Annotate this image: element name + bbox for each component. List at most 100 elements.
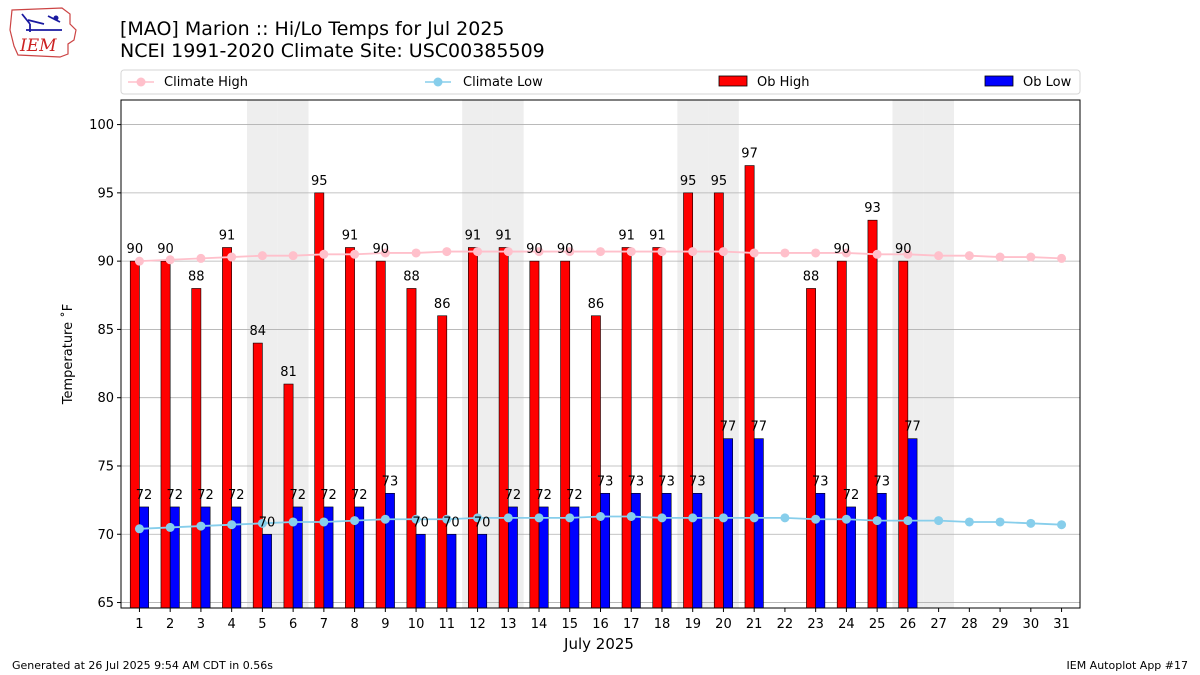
ob-low-value-15: 72 — [566, 488, 583, 503]
ob-low-value-18: 73 — [658, 474, 675, 489]
climate-low-point-27 — [934, 516, 944, 526]
logo-text: IEM — [19, 36, 57, 56]
climate-low-point-9 — [380, 514, 390, 524]
climate-low-point-5 — [257, 518, 267, 528]
ob-low-bar-11 — [446, 533, 457, 609]
climate-low-point-22 — [780, 513, 790, 523]
ob-low-bar-10 — [415, 533, 426, 609]
x-tick-label-4: 4 — [228, 617, 236, 632]
x-tick-label-16: 16 — [592, 617, 609, 632]
climate-low-point-28 — [964, 517, 974, 527]
climate-low-point-12 — [473, 513, 483, 523]
climate-low-point-30 — [1026, 518, 1036, 528]
climate-lines — [134, 247, 1067, 534]
climate-low-point-20 — [718, 513, 728, 523]
ob-low-bar-21 — [753, 438, 764, 609]
climate-high-point-14 — [534, 247, 544, 257]
ob-high-bar-10 — [406, 288, 417, 609]
x-tick-label-18: 18 — [654, 617, 671, 632]
climate-high-point-13 — [503, 247, 513, 257]
climate-low-point-26 — [903, 516, 913, 526]
legend-frame — [120, 69, 1081, 95]
weekend-band-27 — [923, 100, 954, 608]
ob-high-bar-17 — [621, 247, 632, 609]
x-tick-label-11: 11 — [439, 617, 456, 632]
climate-high-point-11 — [442, 247, 452, 257]
x-tick-label-31: 31 — [1053, 617, 1070, 632]
x-tick-label-17: 17 — [623, 617, 640, 632]
climate-high-point-30 — [1026, 252, 1036, 262]
x-tick-label-22: 22 — [777, 617, 794, 632]
ob-low-value-24: 72 — [843, 488, 860, 503]
ob-low-value-8: 72 — [351, 488, 368, 503]
chart-title: [MAO] Marion :: Hi/Lo Temps for Jul 2025 — [120, 18, 505, 40]
x-tick-label-24: 24 — [838, 617, 855, 632]
climate-high-point-26 — [903, 249, 913, 259]
ob-low-value-16: 73 — [597, 474, 614, 489]
legend-ob-high-label: Ob High — [757, 75, 810, 90]
y-tick-label-65: 65 — [97, 596, 114, 611]
climate-low-point-6 — [288, 517, 298, 527]
ob-high-bar-16 — [590, 315, 601, 609]
climate-high-point-24 — [841, 248, 851, 258]
value-labels: 90 72 90 72 88 72 91 72 84 70 81 72 95 72 91 72 90 73 88 70… — [127, 147, 921, 531]
climate-high-point-2 — [165, 255, 175, 265]
ob-high-bar-18 — [652, 247, 663, 609]
x-tick-label-28: 28 — [961, 617, 978, 632]
climate-low-point-13 — [503, 513, 513, 523]
ob-low-value-20: 77 — [720, 420, 737, 435]
ob-low-bar-23 — [815, 492, 826, 609]
ob-high-value-15: 90 — [557, 242, 574, 257]
ob-high-value-3: 88 — [188, 269, 205, 284]
climate-high-point-27 — [934, 251, 944, 261]
x-tick-label-21: 21 — [746, 617, 763, 632]
ob-high-bar-9 — [375, 260, 386, 609]
climate-low-point-16 — [596, 512, 605, 522]
ob-low-value-4: 72 — [228, 488, 245, 503]
chart-subtitle: NCEI 1991-2020 Climate Site: USC00385509 — [120, 40, 545, 62]
climate-low-point-8 — [350, 516, 360, 526]
x-tick-label-9: 9 — [381, 617, 389, 632]
ob-low-value-5: 70 — [259, 515, 276, 530]
climate-high-point-5 — [257, 251, 267, 261]
y-tick-label-70: 70 — [97, 528, 114, 543]
ob-high-value-25: 93 — [864, 201, 881, 216]
ob-high-bar-12 — [468, 247, 478, 609]
ob-low-bar-2 — [169, 506, 180, 609]
x-tick-label-7: 7 — [320, 617, 328, 632]
ob-high-value-17: 91 — [618, 228, 635, 243]
ob-low-value-14: 72 — [535, 488, 552, 503]
ob-low-value-9: 73 — [382, 474, 399, 489]
ob-high-value-16: 86 — [588, 297, 605, 312]
climate-high-point-19 — [688, 247, 698, 257]
climate-low-point-29 — [995, 517, 1005, 527]
ob-low-bar-5 — [262, 533, 272, 609]
legend-climate-high-marker — [136, 77, 146, 87]
climate-low-point-17 — [626, 512, 636, 522]
ob-high-bar-3 — [191, 288, 202, 609]
y-tick-label-85: 85 — [97, 323, 114, 338]
ob-high-value-2: 90 — [157, 242, 174, 257]
x-tick-label-23: 23 — [807, 617, 824, 632]
ob-low-value-25: 73 — [873, 474, 890, 489]
ob-high-bar-2 — [160, 260, 171, 609]
climate-high-point-29 — [995, 252, 1005, 262]
ob-high-bar-23 — [806, 288, 816, 609]
ob-high-bar-8 — [345, 247, 355, 609]
ob-low-value-23: 73 — [812, 474, 829, 489]
climate-low-point-23 — [811, 514, 821, 524]
ob-low-value-13: 72 — [505, 488, 522, 503]
ob-high-value-26: 90 — [895, 242, 912, 257]
x-tick-label-13: 13 — [500, 617, 517, 632]
climate-low-point-10 — [411, 514, 421, 524]
x-tick-label-1: 1 — [135, 617, 143, 632]
ob-high-value-9: 90 — [372, 242, 389, 257]
x-tick-label-8: 8 — [350, 617, 358, 632]
ob-high-bar-5 — [252, 342, 263, 609]
ob-high-value-24: 90 — [834, 242, 851, 257]
ob-low-value-17: 73 — [628, 474, 645, 489]
x-tick-label-3: 3 — [197, 617, 205, 632]
climate-high-point-7 — [319, 249, 329, 259]
footer-app: IEM Autoplot App #17 — [1067, 659, 1189, 672]
